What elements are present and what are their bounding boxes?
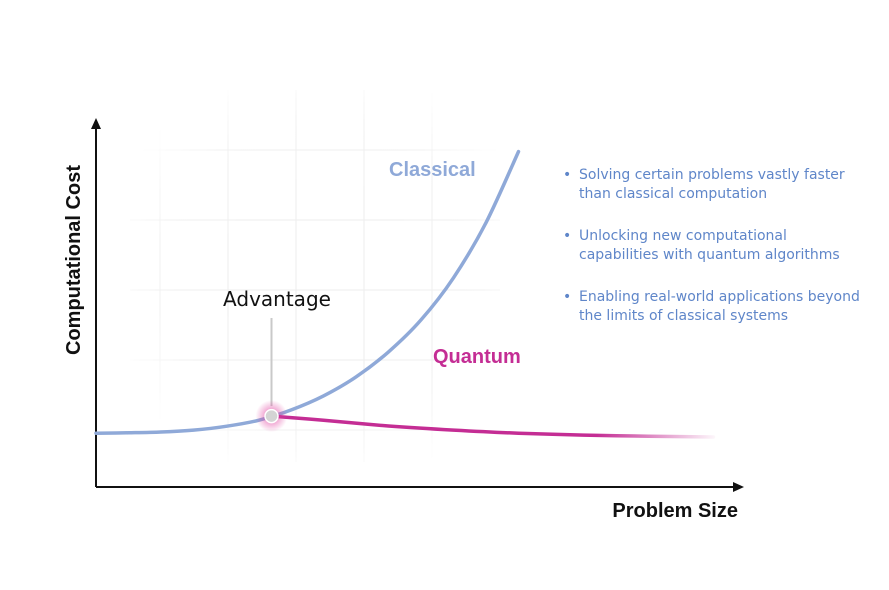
series-label-quantum: Quantum — [433, 346, 521, 368]
advantage-point — [264, 408, 279, 424]
x-axis-title: Problem Size — [612, 500, 738, 522]
y-axis-arrow — [91, 118, 101, 129]
grid-fade — [120, 80, 520, 470]
series-line-quantum — [269, 414, 716, 439]
series-line-classical — [94, 149, 521, 435]
x-axis-arrow — [733, 482, 744, 492]
y-axis-title: Computational Cost — [63, 165, 85, 355]
bullet-item: Unlocking new computational capabilities… — [563, 227, 863, 265]
bullet-item: Enabling real-world applications beyond … — [563, 288, 863, 326]
advantage-annotation: Advantage — [223, 287, 331, 311]
bullet-item: Solving certain problems vastly faster t… — [563, 166, 863, 204]
axes — [91, 118, 744, 492]
bullet-list: Solving certain problems vastly faster t… — [563, 166, 863, 349]
series-label-classical: Classical — [389, 159, 476, 181]
